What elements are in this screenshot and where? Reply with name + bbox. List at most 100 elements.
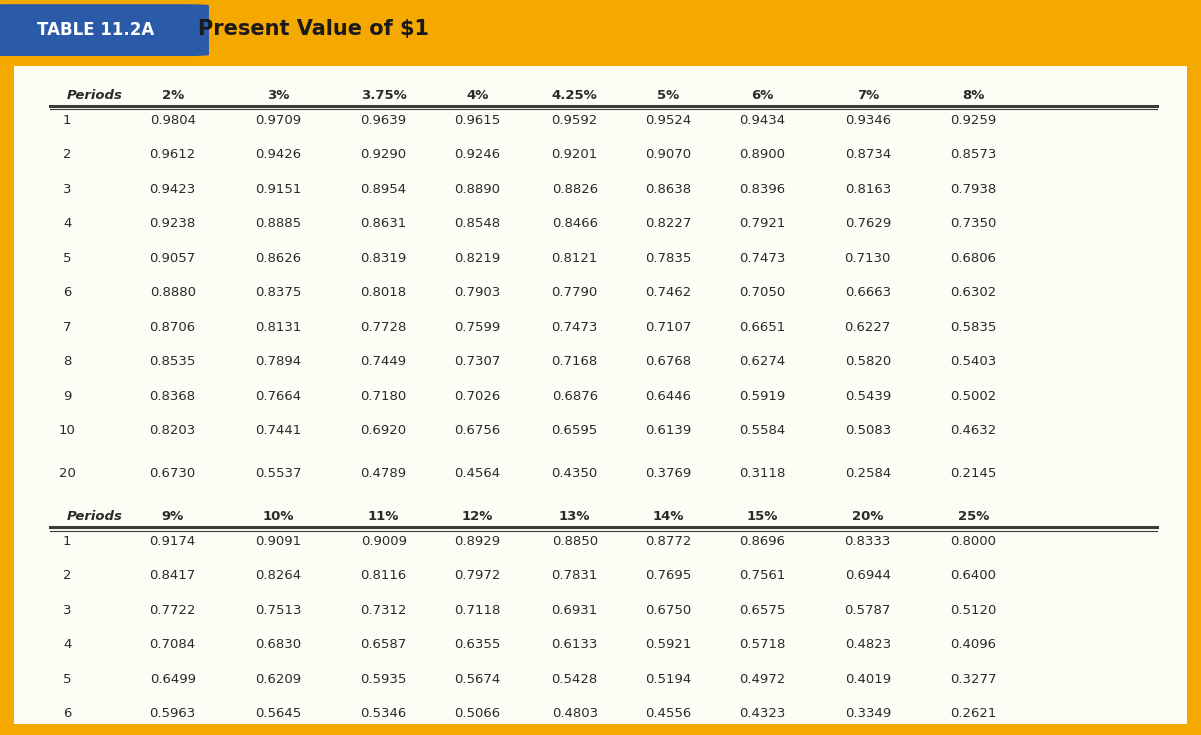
Text: 0.6651: 0.6651 (739, 320, 785, 334)
Text: 0.6768: 0.6768 (645, 355, 692, 368)
Text: 0.9246: 0.9246 (454, 148, 501, 161)
Text: 0.8466: 0.8466 (551, 218, 598, 230)
Text: 0.8548: 0.8548 (454, 218, 501, 230)
Text: 0.7307: 0.7307 (454, 355, 501, 368)
Text: 0.7513: 0.7513 (255, 603, 301, 617)
Text: 0.7722: 0.7722 (149, 603, 196, 617)
Text: 0.6446: 0.6446 (645, 390, 692, 403)
Text: 7: 7 (62, 320, 71, 334)
Text: 0.8706: 0.8706 (150, 320, 196, 334)
Text: 0.7728: 0.7728 (360, 320, 407, 334)
Text: 0.7938: 0.7938 (950, 183, 997, 196)
Text: 0.8880: 0.8880 (150, 286, 196, 299)
Text: 0.8826: 0.8826 (551, 183, 598, 196)
Text: 0.6931: 0.6931 (551, 603, 598, 617)
Text: 0.5346: 0.5346 (360, 707, 407, 720)
Text: 0.7921: 0.7921 (739, 218, 785, 230)
Text: 0.6663: 0.6663 (844, 286, 891, 299)
Text: 0.7050: 0.7050 (739, 286, 785, 299)
Text: 20%: 20% (852, 509, 884, 523)
Text: 0.7084: 0.7084 (150, 638, 196, 651)
Text: 0.9524: 0.9524 (645, 114, 692, 126)
Text: 0.5674: 0.5674 (454, 673, 501, 686)
Text: 0.8638: 0.8638 (645, 183, 692, 196)
FancyBboxPatch shape (0, 4, 209, 56)
Text: 2: 2 (62, 569, 71, 582)
Text: 3: 3 (62, 183, 71, 196)
Text: 3: 3 (62, 603, 71, 617)
Text: 8: 8 (62, 355, 71, 368)
Text: 0.3349: 0.3349 (844, 707, 891, 720)
Text: 0.3118: 0.3118 (739, 467, 785, 480)
Text: 9%: 9% (161, 509, 184, 523)
Text: 0.9057: 0.9057 (150, 251, 196, 265)
Text: 0.7107: 0.7107 (645, 320, 692, 334)
Text: 1: 1 (62, 114, 71, 126)
Text: 0.9804: 0.9804 (150, 114, 196, 126)
Text: 0.5919: 0.5919 (739, 390, 785, 403)
Text: 6%: 6% (751, 89, 773, 102)
Text: 0.8850: 0.8850 (551, 534, 598, 548)
Text: 0.8885: 0.8885 (255, 218, 301, 230)
Text: 3.75%: 3.75% (360, 89, 406, 102)
Text: 0.7180: 0.7180 (360, 390, 407, 403)
Text: 0.7790: 0.7790 (551, 286, 598, 299)
Text: 0.2584: 0.2584 (844, 467, 891, 480)
Text: 0.8319: 0.8319 (360, 251, 407, 265)
Text: 0.5083: 0.5083 (844, 424, 891, 437)
Text: 8%: 8% (962, 89, 985, 102)
Text: 0.5428: 0.5428 (551, 673, 598, 686)
Text: 0.8163: 0.8163 (844, 183, 891, 196)
Text: 0.5120: 0.5120 (950, 603, 997, 617)
Text: 1: 1 (62, 534, 71, 548)
Text: 0.4789: 0.4789 (360, 467, 407, 480)
Text: 0.7168: 0.7168 (551, 355, 598, 368)
Text: 0.9709: 0.9709 (255, 114, 301, 126)
FancyBboxPatch shape (8, 63, 1193, 727)
Text: 0.6756: 0.6756 (454, 424, 501, 437)
Text: 0.8396: 0.8396 (739, 183, 785, 196)
Text: Periods: Periods (67, 509, 123, 523)
Text: 10: 10 (59, 424, 76, 437)
Text: 0.7972: 0.7972 (454, 569, 501, 582)
Text: 0.7118: 0.7118 (454, 603, 501, 617)
Text: 25%: 25% (957, 509, 988, 523)
Text: 4: 4 (62, 218, 71, 230)
Text: 0.5718: 0.5718 (739, 638, 785, 651)
Text: 0.7473: 0.7473 (551, 320, 598, 334)
Text: 0.7894: 0.7894 (255, 355, 301, 368)
Text: 0.6920: 0.6920 (360, 424, 407, 437)
Text: 0.5835: 0.5835 (950, 320, 997, 334)
Text: 0.7695: 0.7695 (645, 569, 692, 582)
Text: 0.5645: 0.5645 (255, 707, 301, 720)
Text: 0.6499: 0.6499 (150, 673, 196, 686)
Text: 0.7026: 0.7026 (454, 390, 501, 403)
Text: 0.8000: 0.8000 (950, 534, 997, 548)
Text: 0.4803: 0.4803 (551, 707, 598, 720)
Text: 6: 6 (62, 707, 71, 720)
Text: 0.4350: 0.4350 (551, 467, 598, 480)
Text: 4.25%: 4.25% (551, 89, 598, 102)
Text: 0.6274: 0.6274 (739, 355, 785, 368)
Text: 0.8417: 0.8417 (150, 569, 196, 582)
Text: 0.7664: 0.7664 (255, 390, 301, 403)
Text: 0.4823: 0.4823 (844, 638, 891, 651)
Text: 0.9612: 0.9612 (150, 148, 196, 161)
Text: Present Value of $1: Present Value of $1 (198, 19, 429, 39)
Text: 0.5820: 0.5820 (844, 355, 891, 368)
Text: 0.8121: 0.8121 (551, 251, 598, 265)
Text: 0.5194: 0.5194 (645, 673, 692, 686)
Text: 0.9346: 0.9346 (844, 114, 891, 126)
Text: 13%: 13% (558, 509, 591, 523)
Text: 0.6944: 0.6944 (844, 569, 891, 582)
Text: 9: 9 (62, 390, 71, 403)
Text: Periods: Periods (67, 89, 123, 102)
Text: 0.9091: 0.9091 (255, 534, 301, 548)
Text: 0.8696: 0.8696 (740, 534, 785, 548)
Text: 0.8890: 0.8890 (454, 183, 501, 196)
Text: 0.8573: 0.8573 (950, 148, 997, 161)
Text: 0.9009: 0.9009 (360, 534, 407, 548)
Text: 0.9070: 0.9070 (645, 148, 692, 161)
Text: 0.7831: 0.7831 (551, 569, 598, 582)
Text: 0.8954: 0.8954 (360, 183, 407, 196)
